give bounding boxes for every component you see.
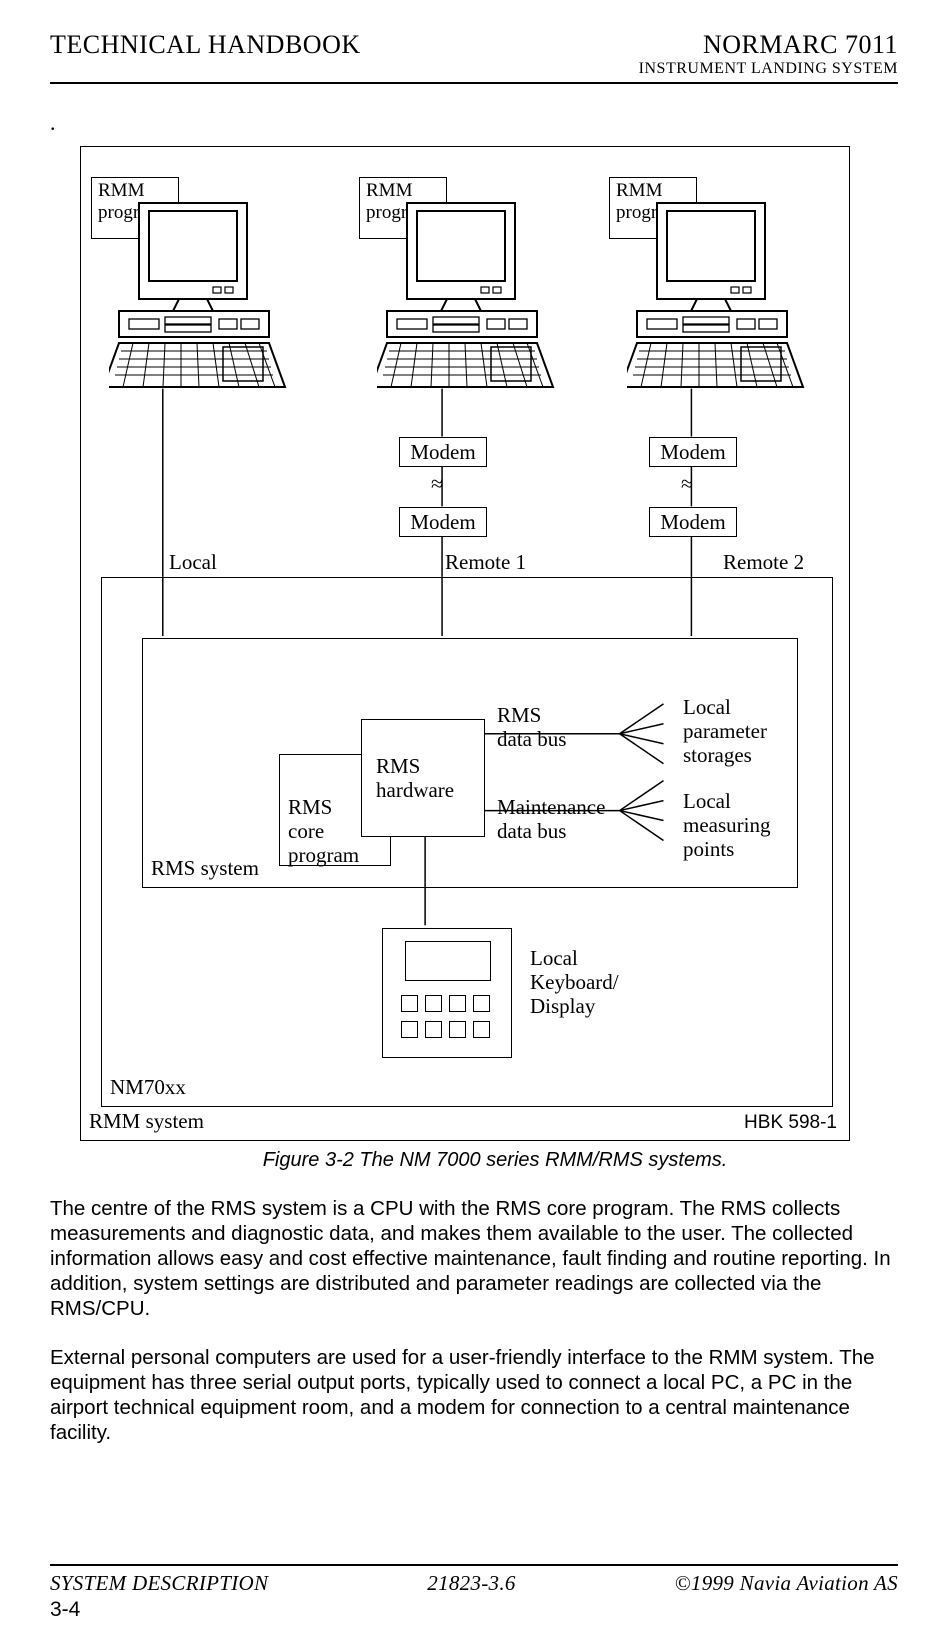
figure-caption: Figure 3-2 The NM 7000 series RMM/RMS sy… (110, 1149, 880, 1172)
header-left: TECHNICAL HANDBOOK (50, 30, 361, 60)
footer-rule (50, 1564, 898, 1566)
local-parameter-storages-label: Local parameter storages (683, 695, 767, 767)
key-icon (425, 995, 442, 1012)
local-measuring-points-label: Local measuring points (683, 789, 770, 861)
page-number: 3-4 (50, 1598, 80, 1622)
period: . (50, 110, 898, 136)
key-icon (473, 995, 490, 1012)
page-header: TECHNICAL HANDBOOK NORMARC 7011 INSTRUME… (50, 30, 898, 78)
display-screen-icon (405, 941, 491, 981)
approx-symbol-1: ≈ (431, 471, 443, 497)
key-icon (401, 995, 418, 1012)
footer-right: ©1999 Navia Aviation AS (675, 1571, 898, 1596)
rmm-system-box: RMM program1 (80, 146, 850, 1141)
key-icon (425, 1021, 442, 1038)
key-icon (449, 995, 466, 1012)
header-right-line2: INSTRUMENT LANDING SYSTEM (639, 60, 898, 78)
footer-left: SYSTEM DESCRIPTION (50, 1571, 268, 1596)
key-icon (473, 1021, 490, 1038)
approx-symbol-2: ≈ (681, 471, 693, 497)
local-keyboard-display-label: Local Keyboard/ Display (530, 946, 619, 1018)
rms-system-box: RMS system RMS core program RMS hardware… (142, 638, 798, 888)
rms-data-bus-label: RMS data bus (497, 703, 566, 751)
page-footer: SYSTEM DESCRIPTION 21823-3.6 ©1999 Navia… (50, 1571, 898, 1596)
header-rule (50, 82, 898, 84)
body-paragraph-1: The centre of the RMS system is a CPU wi… (50, 1196, 898, 1321)
location-remote1-label: Remote 1 (445, 550, 526, 575)
modem-remote1-bottom: Modem (399, 507, 487, 537)
rms-hardware-box: RMS hardware (361, 719, 485, 837)
rmm-system-label: RMM system (89, 1109, 204, 1134)
computer-icon (109, 197, 289, 397)
key-icon (401, 1021, 418, 1038)
footer-center: 21823-3.6 (427, 1571, 515, 1596)
hbk-code: HBK 598-1 (744, 1112, 837, 1134)
rms-system-label: RMS system (151, 856, 259, 881)
computer-icon (627, 197, 807, 397)
computer-icon (377, 197, 557, 397)
header-right-line1: NORMARC 7011 (639, 30, 898, 60)
nm70xx-box: NM70xx RMS system RMS core program RMS h… (101, 577, 833, 1107)
modem-remote1-top: Modem (399, 437, 487, 467)
key-icon (449, 1021, 466, 1038)
body-paragraph-2: External personal computers are used for… (50, 1345, 898, 1445)
modem-remote2-top: Modem (649, 437, 737, 467)
location-local-label: Local (169, 550, 217, 575)
modem-remote2-bottom: Modem (649, 507, 737, 537)
maintenance-data-bus-label: Maintenance data bus (497, 795, 605, 843)
location-remote2-label: Remote 2 (723, 550, 804, 575)
nm70xx-label: NM70xx (110, 1075, 186, 1100)
local-keyboard-display-box (382, 928, 512, 1058)
